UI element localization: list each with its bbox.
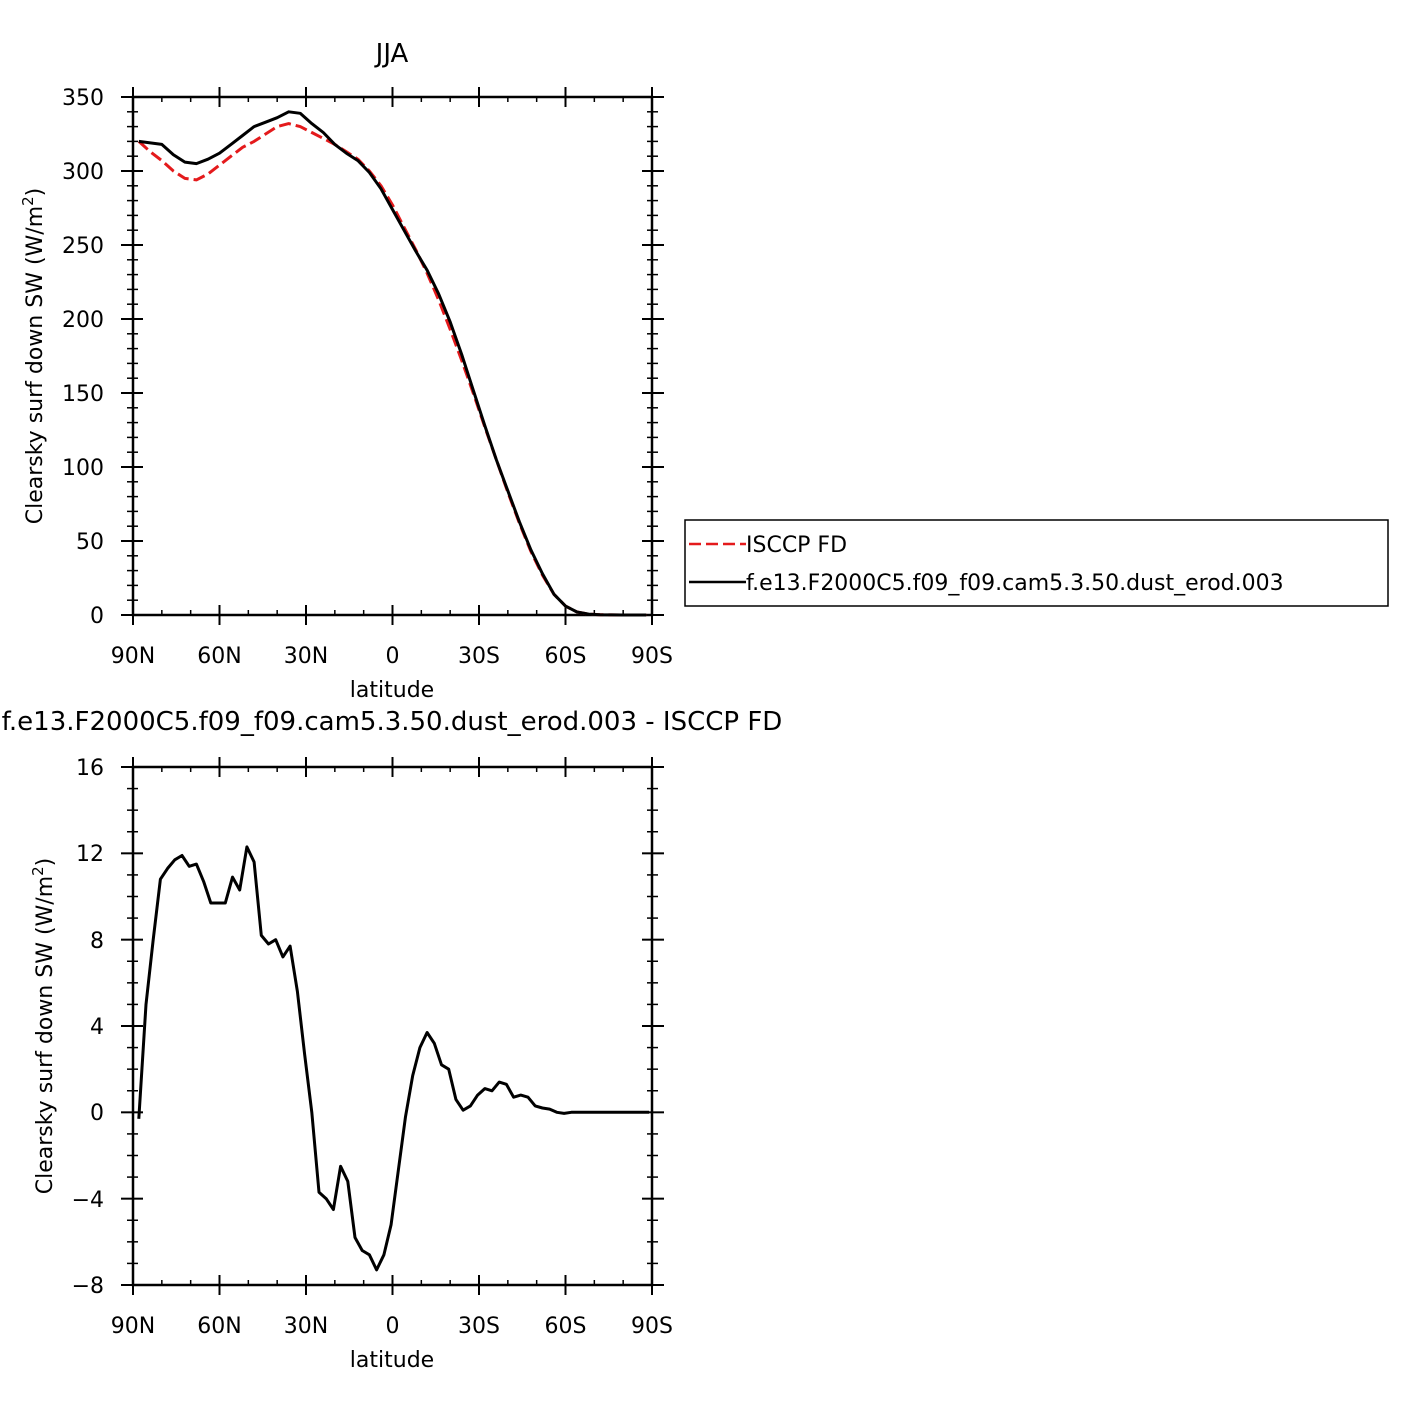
top-ytick-label: 250 — [62, 234, 104, 259]
top-ytick-label: 0 — [90, 604, 104, 629]
top-ytick-label: 50 — [76, 530, 104, 555]
bottom-y-axis-title: Clearsky surf down SW (W/m2) — [29, 858, 58, 1195]
legend-box — [684, 519, 1389, 607]
top-plot-title: JJA — [374, 39, 409, 69]
series-line-1-0 — [137, 845, 650, 1272]
bottom-xtick-label: 30N — [284, 1314, 328, 1339]
bottom-ytick-label: −4 — [72, 1188, 104, 1213]
top-xtick-label: 90N — [111, 644, 155, 669]
top-xtick-label: 30S — [458, 644, 500, 669]
bottom-xtick-label: 30S — [458, 1314, 500, 1339]
bottom-ytick-label: 16 — [76, 756, 104, 781]
top-y-axis-title-main: Clearsky surf down SW (W/m — [23, 206, 48, 524]
top-y-axis-title-end: ) — [23, 188, 48, 197]
top-ytick-label: 300 — [62, 160, 104, 185]
bottom-ytick-label: 4 — [90, 1015, 104, 1040]
bottom-xtick-label: 0 — [386, 1314, 400, 1339]
bottom-ytick-label: −8 — [72, 1274, 104, 1299]
top-y-axis-title: Clearsky surf down SW (W/m2) — [19, 188, 48, 525]
bottom-panel: f.e13.F2000C5.f09_f09.cam5.3.50.dust_ero… — [2, 707, 783, 1373]
top-y-axis-title-sup: 2 — [19, 196, 37, 206]
series-line-0-0 — [137, 122, 647, 617]
bottom-x-tick-labels: 90N 60N 30N 0 30S 60S 90S — [111, 1314, 673, 1339]
top-xtick-label: 60N — [197, 644, 241, 669]
bottom-y-tick-labels: −8 −4 0 4 8 12 16 — [72, 756, 104, 1299]
top-xtick-label: 0 — [386, 644, 400, 669]
top-x-tick-labels: 90N 60N 30N 0 30S 60S 90S — [111, 644, 673, 669]
bottom-ytick-label: 0 — [90, 1101, 104, 1126]
bottom-y-axis-title-main: Clearsky surf down SW (W/m — [33, 876, 58, 1194]
legend: ISCCP FD f.e13.F2000C5.f09_f09.cam5.3.50… — [684, 519, 1389, 607]
top-panel: JJA 0 50 100 150 200 250 300 350 90N 60N… — [19, 39, 1389, 703]
bottom-xtick-label: 60N — [197, 1314, 241, 1339]
bottom-y-axis-title-sup: 2 — [29, 866, 47, 876]
bottom-ticks — [121, 757, 664, 1295]
top-x-axis-title: latitude — [350, 678, 434, 703]
bottom-plot-title: f.e13.F2000C5.f09_f09.cam5.3.50.dust_ero… — [2, 707, 783, 737]
bottom-ytick-label: 12 — [76, 842, 104, 867]
top-ytick-label: 150 — [62, 382, 104, 407]
legend-label-isccp: ISCCP FD — [746, 533, 847, 558]
top-plot-frame — [131, 95, 654, 617]
bottom-y-axis-title-end: ) — [33, 858, 58, 867]
top-xtick-label: 60S — [545, 644, 587, 669]
top-y-tick-labels: 0 50 100 150 200 250 300 350 — [62, 86, 104, 629]
bottom-series-group — [137, 845, 650, 1272]
top-xtick-label: 30N — [284, 644, 328, 669]
bottom-x-axis-title: latitude — [350, 1348, 434, 1373]
top-ytick-label: 200 — [62, 308, 104, 333]
top-ticks — [121, 87, 664, 625]
bottom-xtick-label: 60S — [545, 1314, 587, 1339]
bottom-ytick-label: 8 — [90, 929, 104, 954]
top-series-group — [137, 110, 647, 617]
legend-label-model: f.e13.F2000C5.f09_f09.cam5.3.50.dust_ero… — [746, 571, 1284, 596]
series-line-0-1 — [138, 110, 647, 617]
bottom-xtick-label: 90S — [631, 1314, 673, 1339]
top-ytick-label: 350 — [62, 86, 104, 111]
top-xtick-label: 90S — [631, 644, 673, 669]
top-ytick-label: 100 — [62, 456, 104, 481]
bottom-xtick-label: 90N — [111, 1314, 155, 1339]
